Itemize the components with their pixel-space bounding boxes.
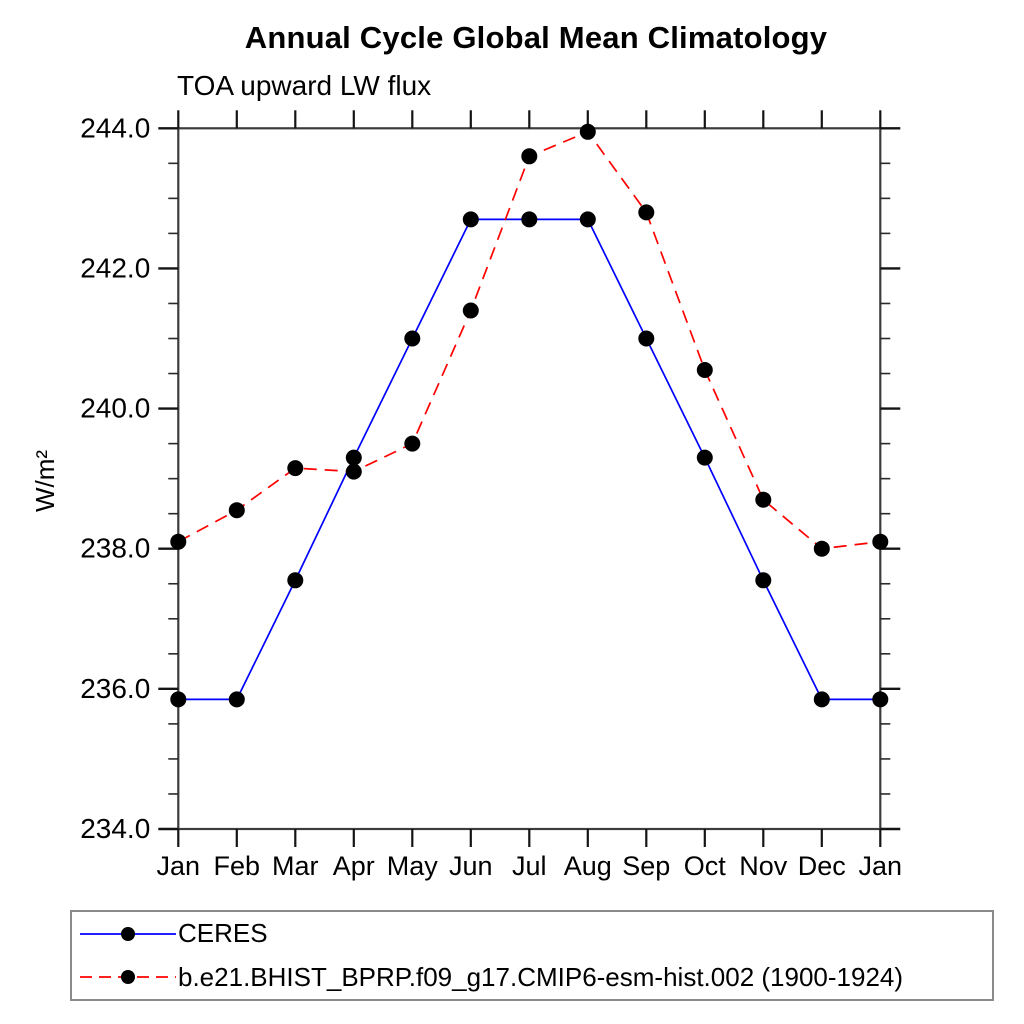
x-tick-label: Oct (684, 851, 727, 881)
data-point (696, 449, 713, 466)
series-line-ceres (178, 218, 881, 701)
y-axis: 234.0 236.0 238.0 240.0 242.0 244.0 (80, 112, 901, 844)
data-point (755, 491, 772, 508)
legend-item-model: b.e21.BHIST_BPRP.f09_g17.CMIP6-esm-hist.… (78, 957, 992, 997)
data-point (287, 460, 304, 477)
x-tick-label: Feb (214, 851, 261, 881)
data-point (462, 211, 479, 228)
data-point (872, 691, 889, 708)
legend-label-ceres: CERES (178, 918, 268, 949)
legend-line-sample-dashed (80, 970, 176, 985)
data-point (462, 302, 479, 319)
data-point (696, 362, 713, 378)
data-point (287, 572, 304, 589)
plot-area: 234.0 236.0 238.0 240.0 242.0 244.0 Jan Feb Mar A… (80, 110, 903, 881)
data-point (345, 463, 362, 480)
data-point (521, 211, 538, 228)
data-point (638, 330, 655, 347)
data-point (345, 449, 362, 466)
plot-frame (177, 127, 882, 831)
data-point (755, 572, 772, 589)
y-tick-label: 242.0 (80, 252, 150, 283)
data-point (521, 148, 538, 165)
data-point (638, 204, 655, 221)
legend: CERES b.e21.BHIST_BPRP.f09_g17.CMIP6-esm… (70, 910, 994, 1001)
data-point (813, 540, 830, 557)
x-tick-label: Dec (798, 851, 846, 881)
data-point (579, 123, 596, 140)
x-axis: Jan Feb Mar Apr May Jun Jul Aug Sep Oct Nov Dec Jan (157, 110, 903, 881)
data-point (813, 691, 830, 708)
legend-sample-marker (121, 970, 135, 985)
data-point (872, 533, 889, 550)
x-tick-label: Mar (272, 851, 319, 881)
y-tick-label: 240.0 (80, 393, 150, 424)
x-tick-label: May (387, 851, 439, 881)
data-point (170, 533, 187, 550)
y-tick-label: 238.0 (80, 533, 150, 564)
data-point (228, 691, 245, 708)
chart-title: Annual Cycle Global Mean Climatology (244, 20, 828, 55)
x-tick-label: Apr (333, 851, 375, 881)
series-line-model (177, 130, 881, 550)
x-tick-label: Jan (859, 851, 903, 881)
x-tick-label: Jun (449, 851, 493, 881)
data-point (228, 502, 245, 519)
x-tick-label: Aug (564, 851, 612, 881)
data-point (404, 435, 421, 452)
data-point (404, 330, 421, 347)
y-tick-label: 234.0 (80, 813, 150, 844)
legend-label-model: b.e21.BHIST_BPRP.f09_g17.CMIP6-esm-hist.… (178, 961, 904, 992)
data-point (170, 691, 187, 708)
y-tick-label: 244.0 (80, 112, 150, 143)
legend-line-sample-solid (80, 926, 176, 941)
legend-item-ceres: CERES (78, 914, 992, 954)
legend-sample-marker (121, 926, 135, 941)
x-tick-label: Jan (157, 851, 201, 881)
x-tick-label: Nov (739, 851, 788, 881)
y-tick-label: 236.0 (80, 673, 150, 704)
x-tick-label: Jul (512, 851, 547, 881)
y-axis-title: W/m² (30, 449, 60, 512)
x-tick-label: Sep (622, 851, 670, 881)
data-point (579, 211, 596, 228)
chart-subtitle: TOA upward LW flux (177, 70, 432, 101)
